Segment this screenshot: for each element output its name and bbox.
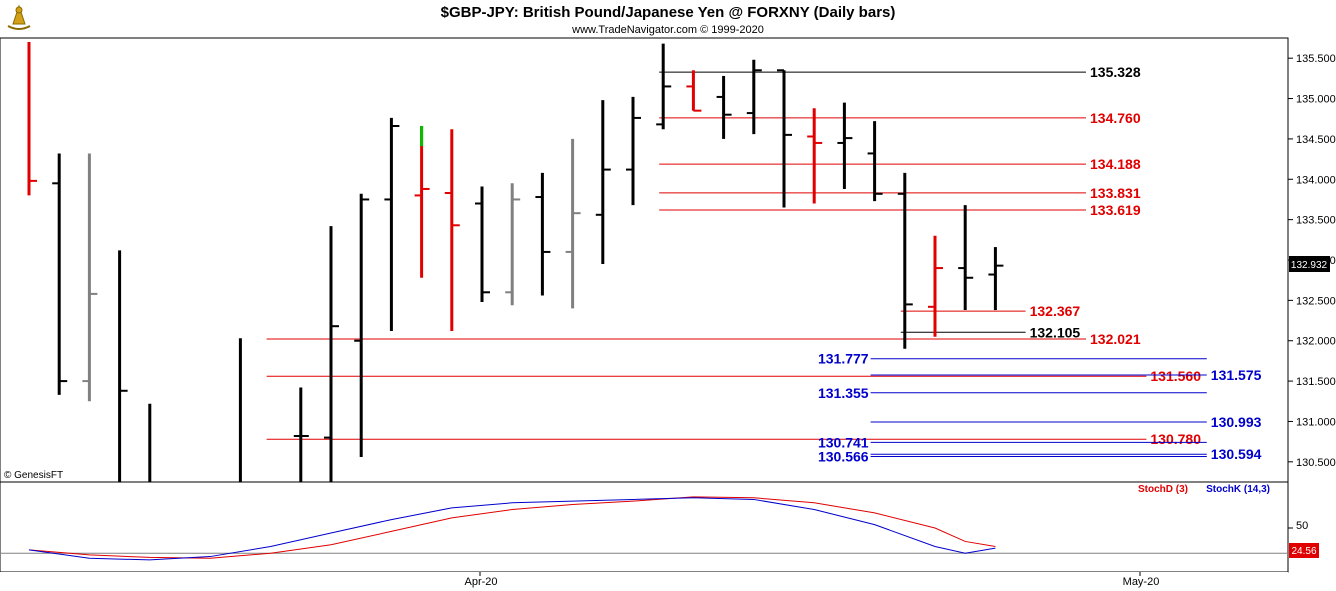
y-tick-label: 130.500 — [1296, 457, 1336, 469]
x-label-apr: Apr-20 — [464, 576, 497, 588]
stochastic-grid — [0, 527, 1293, 554]
level-label: 130.780 — [1150, 431, 1201, 447]
stochastic-lines — [28, 496, 996, 561]
level-label: 131.560 — [1150, 368, 1201, 384]
chart-subtitle: www.TradeNavigator.com © 1999-2020 — [571, 24, 764, 36]
price-bars — [27, 42, 1004, 482]
trade-navigator-logo-icon — [4, 3, 34, 31]
stoch-series-line — [28, 497, 996, 561]
legend-stochk: StochK (14,3) — [1206, 484, 1270, 495]
x-label-may: May-20 — [1123, 576, 1160, 588]
last-price-label: 132.932 — [1291, 260, 1328, 271]
level-label: 130.566 — [818, 448, 869, 464]
level-label: 130.594 — [1211, 446, 1262, 462]
stoch-series-line — [28, 496, 996, 559]
last-price-marker: 132.932 — [1289, 256, 1330, 272]
y-tick-label: 131.000 — [1296, 416, 1336, 428]
legend-stochd: StochD (3) — [1138, 484, 1188, 495]
level-label: 130.993 — [1211, 414, 1262, 430]
level-label: 131.355 — [818, 385, 869, 401]
level-label: 134.760 — [1090, 110, 1141, 126]
y-tick-label: 133.500 — [1296, 215, 1336, 227]
price-panel — [0, 37, 1289, 483]
level-label: 131.777 — [818, 351, 869, 367]
level-label: 133.831 — [1090, 185, 1141, 201]
y-tick-label: 135.500 — [1296, 53, 1336, 65]
stoch-last-value: 24.56 — [1291, 546, 1316, 557]
y-tick-label: 134.500 — [1296, 134, 1336, 146]
x-axis — [0, 572, 1288, 591]
stoch-tick-50: 50 — [1296, 520, 1308, 532]
level-label: 130.741 — [818, 434, 869, 450]
level-label: 133.619 — [1090, 202, 1141, 218]
chart-title: $GBP-JPY: British Pound/Japanese Yen @ F… — [441, 4, 896, 21]
y-tick-label: 132.000 — [1296, 336, 1336, 348]
stochastic-axis: 50 24.56 — [1289, 520, 1319, 558]
level-label: 132.367 — [1030, 303, 1081, 319]
level-label: 134.188 — [1090, 156, 1141, 172]
y-tick-label: 132.500 — [1296, 295, 1336, 307]
level-label: 132.021 — [1090, 331, 1141, 347]
level-label: 131.575 — [1211, 367, 1262, 383]
y-tick-label: 131.500 — [1296, 376, 1336, 388]
level-label: 135.328 — [1090, 64, 1141, 80]
y-tick-label: 134.000 — [1296, 174, 1336, 186]
y-tick-label: 135.000 — [1296, 94, 1336, 106]
level-label: 132.105 — [1030, 324, 1081, 340]
watermark: © GenesisFT — [4, 470, 63, 481]
